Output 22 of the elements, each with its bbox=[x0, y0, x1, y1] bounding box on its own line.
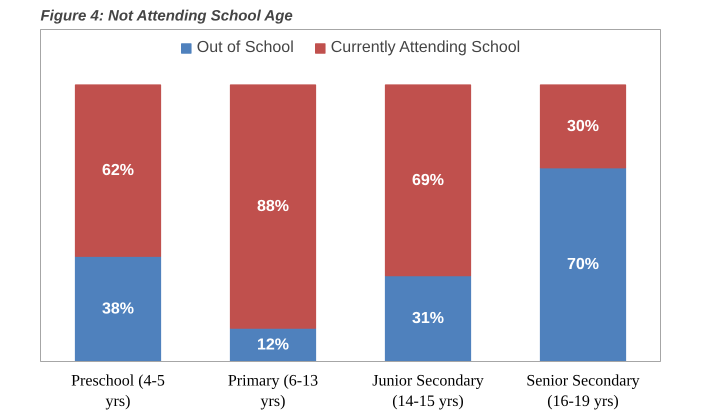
bar bbox=[74, 256, 162, 362]
data-label: 31% bbox=[412, 310, 444, 328]
legend-label: Currently Attending School bbox=[330, 39, 520, 57]
data-label: 62% bbox=[102, 162, 134, 180]
data-label: 88% bbox=[256, 198, 290, 216]
x-tick-label: Senior Secondary (16-19 yrs) bbox=[526, 372, 640, 410]
bar bbox=[540, 167, 626, 362]
bar bbox=[384, 275, 472, 362]
data-label: 38% bbox=[102, 300, 134, 318]
bar bbox=[384, 84, 472, 276]
data-label: 69% bbox=[412, 172, 444, 189]
data-label: 30% bbox=[566, 118, 600, 135]
bar bbox=[74, 84, 162, 257]
x-tick-label: Preschool (4-5 yrs) bbox=[71, 372, 165, 410]
chart-title: Figure 4: Not Attending School Age bbox=[40, 8, 293, 24]
x-tick-label: Primary (6-13 yrs) bbox=[228, 372, 318, 410]
legend-label: Out of School bbox=[196, 39, 294, 57]
data-label: 70% bbox=[566, 256, 600, 274]
x-tick-label: Junior Secondary (14-15 yrs) bbox=[372, 372, 484, 410]
data-label: 12% bbox=[256, 336, 290, 354]
bar bbox=[540, 84, 626, 168]
bar bbox=[230, 84, 316, 329]
